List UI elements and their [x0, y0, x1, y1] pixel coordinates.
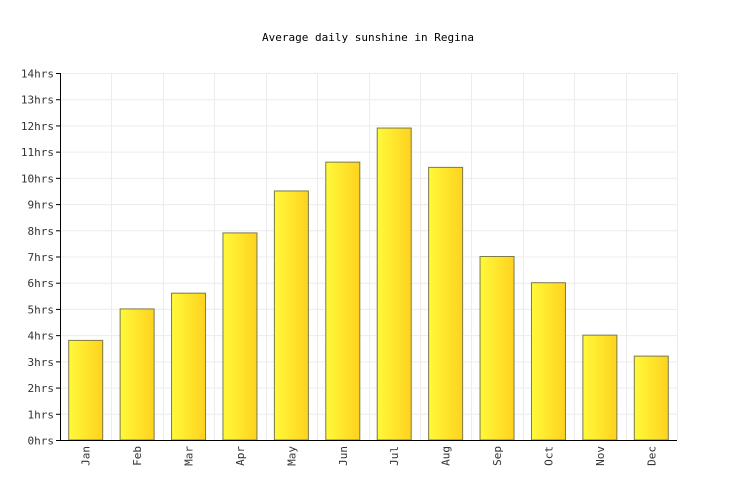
bar-oct	[530, 282, 566, 441]
tick-labels: 0hrs 1hrs 2hrs 3hrs 4hrs 5hrs 6hrs 7hrs 8hrs 9hrs…	[21, 68, 658, 466]
y-tick-label-9: 9hrs	[28, 199, 55, 212]
x-tick-label-apr: Apr	[234, 446, 247, 466]
bar-dec	[633, 355, 669, 441]
y-tick-label-7: 7hrs	[28, 251, 55, 264]
x-tick-label-jan: Jan	[80, 446, 93, 466]
bar-jan	[68, 339, 104, 441]
y-tick-label-8: 8hrs	[28, 225, 55, 238]
y-tick-label-0: 0hrs	[28, 435, 55, 448]
y-tick-label-1: 1hrs	[28, 408, 55, 421]
x-tick-label-dec: Dec	[645, 446, 658, 466]
bar-mar	[171, 292, 207, 441]
bar-jul	[376, 127, 412, 441]
x-tick-label-aug: Aug	[440, 446, 453, 466]
y-tick-label-2: 2hrs	[28, 382, 55, 395]
x-tick-label-jul: Jul	[388, 446, 401, 466]
bar-may	[273, 190, 309, 441]
x-tick-label-mar: Mar	[183, 446, 196, 466]
y-tick-label-14: 14hrs	[21, 68, 54, 81]
bar-jun	[325, 161, 361, 441]
x-tick-label-sep: Sep	[491, 446, 504, 466]
x-tick-label-nov: Nov	[594, 446, 607, 466]
y-tick-label-5: 5hrs	[28, 303, 55, 316]
x-tick-label-jun: Jun	[337, 446, 350, 466]
x-tick-label-feb: Feb	[131, 446, 144, 466]
bar-apr	[222, 232, 258, 441]
bars	[68, 127, 669, 441]
grid-lines	[60, 73, 678, 440]
y-tick-label-6: 6hrs	[28, 277, 55, 290]
chart-title: Average daily sunshine in Regina	[262, 31, 474, 44]
x-tick-label-may: May	[285, 446, 298, 466]
axes	[56, 73, 677, 441]
y-tick-label-13: 13hrs	[21, 94, 54, 107]
bar-sep	[479, 256, 515, 441]
y-tick-label-4: 4hrs	[28, 330, 55, 343]
y-tick-label-11: 11hrs	[21, 146, 54, 159]
y-tick-label-12: 12hrs	[21, 120, 54, 133]
bar-nov	[582, 334, 618, 441]
bar-aug	[428, 166, 464, 441]
y-tick-label-10: 10hrs	[21, 172, 54, 185]
y-tick-label-3: 3hrs	[28, 356, 55, 369]
x-tick-label-oct: Oct	[542, 446, 555, 466]
bar-feb	[119, 308, 155, 441]
